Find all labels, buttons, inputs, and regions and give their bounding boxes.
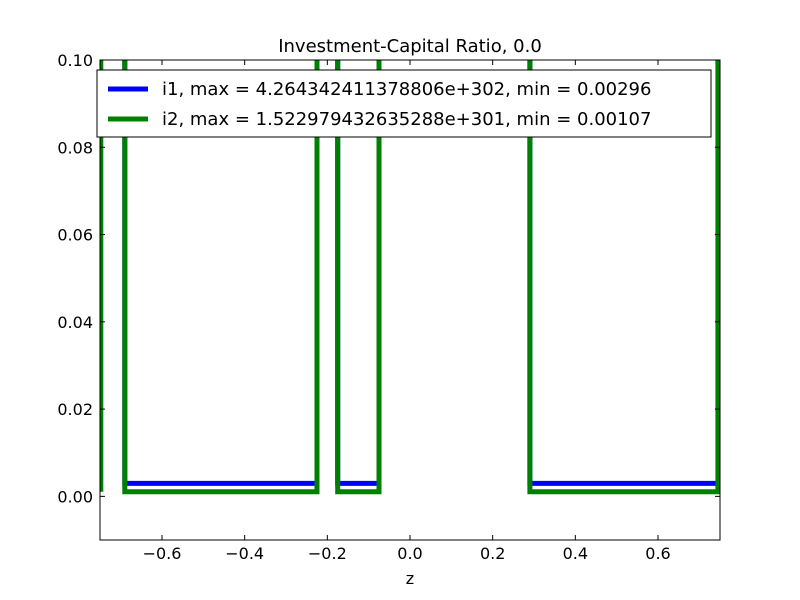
y-tick-label: 0.00 — [57, 487, 93, 506]
x-axis-label: z — [406, 569, 414, 588]
chart-title: Investment-Capital Ratio, 0.0 — [278, 36, 542, 57]
x-tick-label: 0.4 — [563, 544, 588, 563]
y-tick-label: 0.02 — [57, 400, 93, 419]
legend-box — [96, 69, 712, 138]
x-tick-label: 0.0 — [397, 544, 422, 563]
legend: i1, max = 4.264342411378806e+302, min = … — [96, 69, 712, 138]
y-tick-label: 0.10 — [57, 51, 93, 70]
x-tick-label: −0.4 — [225, 544, 264, 563]
legend-label-i2: i2, max = 1.522979432635288e+301, min = … — [162, 109, 651, 130]
series-i2-line-1 — [122, 60, 320, 495]
x-tick-label: 0.6 — [645, 544, 670, 563]
x-tick-label: −0.6 — [143, 544, 182, 563]
y-tick-label: 0.04 — [57, 313, 93, 332]
series-i2-line-3 — [527, 60, 720, 495]
y-tick-label: 0.08 — [57, 138, 93, 157]
y-tick-label: 0.06 — [57, 226, 93, 245]
legend-label-i1: i1, max = 4.264342411378806e+302, min = … — [162, 79, 651, 100]
plot-background — [100, 60, 720, 540]
tick-layer: −0.6 −0.4 −0.2 0.0 0.2 0.4 0.6 0.00 0.02 0.04 0.06… — [57, 51, 720, 563]
x-tick-label: −0.2 — [308, 544, 347, 563]
series-i2-line-2 — [335, 60, 382, 495]
x-tick-label: 0.2 — [480, 544, 505, 563]
